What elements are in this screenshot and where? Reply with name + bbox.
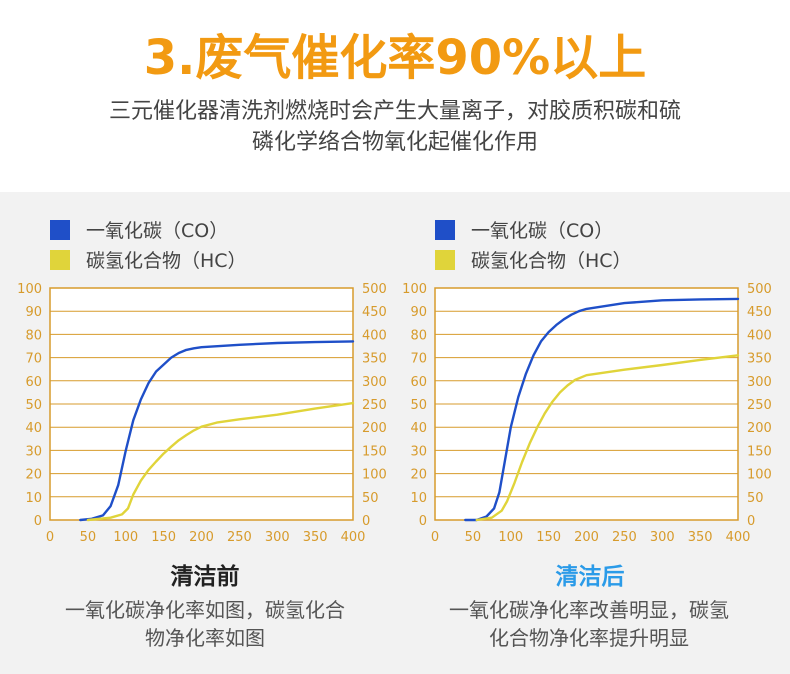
before-caption-text: 一氧化碳净化率如图，碳氢化合 物净化率如图	[20, 596, 390, 652]
after-x-tick: 200	[574, 530, 599, 545]
after-legend-label-0: 一氧化碳（CO）	[471, 220, 613, 242]
header: 3.废气催化率90%以上 三元催化器清洗剂燃烧时会产生大量离子，对胶质积碳和硫 …	[0, 0, 790, 192]
before-legend-swatch-1	[50, 250, 70, 270]
before-y-left-tick: 100	[17, 282, 42, 297]
before-caption-title: 清洁前	[170, 564, 240, 590]
after-x-tick: 150	[536, 530, 561, 545]
before-y-right-tick: 300	[362, 375, 387, 390]
before-legend-label-1: 碳氢化合物（HC）	[86, 250, 247, 272]
after-caption-text: 一氧化碳净化率改善明显，碳氢 化合物净化率提升明显	[404, 596, 774, 652]
after-y-right-tick: 250	[747, 398, 772, 413]
after-y-right-tick: 150	[747, 444, 772, 459]
before-series-hc-line	[86, 401, 355, 522]
before-y-right-tick: 500	[362, 282, 387, 297]
before-x-tick: 0	[46, 530, 54, 545]
after-series-hc-line	[475, 354, 740, 522]
before-y-left-tick: 60	[25, 375, 42, 390]
after-legend-label-1: 碳氢化合物（HC）	[471, 250, 632, 272]
subtitle-line-2: 磷化学络合物氧化起催化作用	[251, 130, 538, 155]
after-x-tick: 350	[688, 530, 713, 545]
before-x-tick: 100	[113, 530, 138, 545]
after-caption-line-2: 化合物净化率提升明显	[489, 626, 689, 650]
before-y-left-tick: 90	[25, 305, 42, 320]
before-x-tick: 200	[189, 530, 214, 545]
after-y-right-tick: 400	[747, 328, 772, 343]
before-legend-swatch-0	[50, 220, 70, 240]
after-y-right-tick: 100	[747, 468, 772, 483]
after-y-left-tick: 60	[410, 375, 427, 390]
after-y-right-tick: 500	[747, 282, 772, 297]
before-y-right-tick: 350	[362, 352, 387, 367]
after-series-co-line	[464, 297, 740, 522]
before-x-tick: 50	[80, 530, 97, 545]
before-x-tick: 300	[265, 530, 290, 545]
after-x-tick: 0	[431, 530, 439, 545]
before-y-left-tick: 10	[25, 491, 42, 506]
after-x-tick: 400	[726, 530, 751, 545]
before-y-right-tick: 450	[362, 305, 387, 320]
after-plot-frame	[434, 287, 739, 521]
after-y-right-tick: 300	[747, 375, 772, 390]
before-y-left-tick: 30	[25, 444, 42, 459]
before-x-tick: 150	[151, 530, 176, 545]
after-y-left-tick: 100	[402, 282, 427, 297]
before-x-tick: 250	[227, 530, 252, 545]
before-y-left-tick: 20	[25, 468, 42, 483]
before-caption-line-2: 物净化率如图	[145, 626, 265, 650]
after-y-left-tick: 0	[419, 514, 427, 529]
before-x-tick: 350	[303, 530, 328, 545]
before-legend-label-0: 一氧化碳（CO）	[86, 220, 228, 242]
before-y-left-tick: 50	[25, 398, 42, 413]
after-y-left-tick: 70	[410, 352, 427, 367]
after-y-right-tick: 0	[747, 514, 755, 529]
after-y-right-tick: 350	[747, 352, 772, 367]
before-y-right-tick: 150	[362, 444, 387, 459]
after-y-left-tick: 20	[410, 468, 427, 483]
after-y-left-tick: 40	[410, 421, 427, 436]
after-legend-swatch-1	[435, 250, 455, 270]
before-y-right-tick: 0	[362, 514, 370, 529]
after-y-right-tick: 50	[747, 491, 764, 506]
subtitle-line-1: 三元催化器清洗剂燃烧时会产生大量离子，对胶质积碳和硫	[108, 99, 681, 124]
after-x-tick: 100	[498, 530, 523, 545]
after-legend-swatch-0	[435, 220, 455, 240]
before-y-right-tick: 250	[362, 398, 387, 413]
before-y-left-tick: 0	[34, 514, 42, 529]
after-y-left-tick: 50	[410, 398, 427, 413]
after-y-right-tick: 450	[747, 305, 772, 320]
before-y-right-tick: 400	[362, 328, 387, 343]
before-y-left-tick: 80	[25, 328, 42, 343]
before-y-right-tick: 200	[362, 421, 387, 436]
before-caption-line-1: 一氧化碳净化率如图，碳氢化合	[65, 598, 345, 622]
after-y-right-tick: 200	[747, 421, 772, 436]
after-x-tick: 300	[650, 530, 675, 545]
after-x-tick: 250	[612, 530, 637, 545]
page-subtitle: 三元催化器清洗剂燃烧时会产生大量离子，对胶质积碳和硫 磷化学络合物氧化起催化作用	[0, 96, 790, 158]
before-y-left-tick: 70	[25, 352, 42, 367]
after-caption-line-1: 一氧化碳净化率改善明显，碳氢	[449, 598, 729, 622]
after-y-left-tick: 30	[410, 444, 427, 459]
before-y-right-tick: 100	[362, 468, 387, 483]
after-y-left-tick: 10	[410, 491, 427, 506]
page-title: 3.废气催化率90%以上	[143, 30, 647, 86]
before-y-right-tick: 50	[362, 491, 379, 506]
before-y-left-tick: 40	[25, 421, 42, 436]
after-y-left-tick: 80	[410, 328, 427, 343]
before-series-co-line	[79, 340, 355, 522]
before-x-tick: 400	[341, 530, 366, 545]
after-caption-title: 清洁后	[555, 564, 625, 590]
after-y-left-tick: 90	[410, 305, 427, 320]
after-x-tick: 50	[465, 530, 482, 545]
